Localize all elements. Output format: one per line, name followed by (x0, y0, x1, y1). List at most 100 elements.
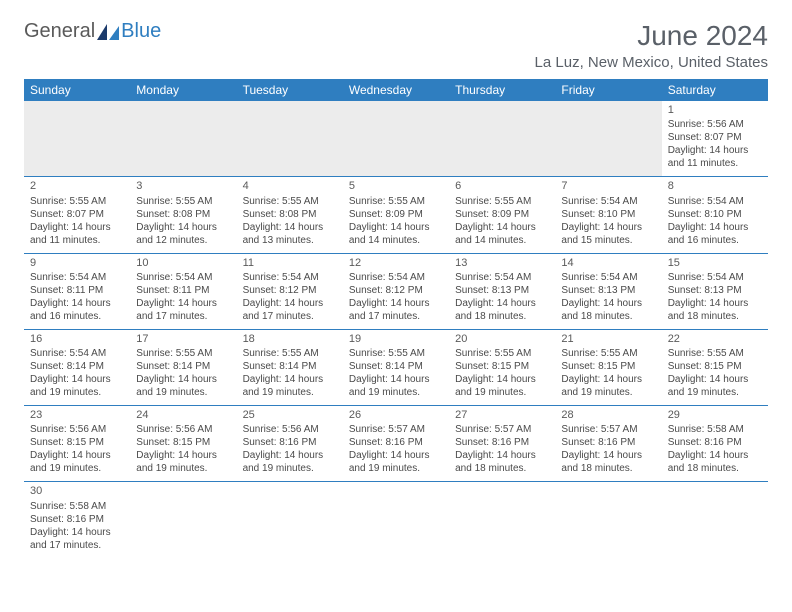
day-info-line: and 17 minutes. (30, 539, 124, 552)
day-info-line: Sunset: 8:10 PM (668, 208, 762, 221)
day-info-line: and 18 minutes. (455, 462, 549, 475)
brand-part2: Blue (121, 20, 161, 43)
day-info-line: Sunset: 8:16 PM (349, 436, 443, 449)
day-info-line: and 19 minutes. (349, 462, 443, 475)
day-info-line: Sunrise: 5:56 AM (136, 423, 230, 436)
day-info-line: and 16 minutes. (668, 234, 762, 247)
day-info-line: Sunrise: 5:57 AM (349, 423, 443, 436)
empty-cell (130, 482, 236, 558)
day-number: 27 (455, 408, 549, 422)
day-info-line: and 17 minutes. (136, 310, 230, 323)
day-info-line: Daylight: 14 hours (136, 373, 230, 386)
day-info-line: Sunrise: 5:58 AM (668, 423, 762, 436)
day-number: 2 (30, 179, 124, 193)
day-info-line: Sunrise: 5:56 AM (30, 423, 124, 436)
day-cell: 24Sunrise: 5:56 AMSunset: 8:15 PMDayligh… (130, 406, 236, 482)
day-cell: 3Sunrise: 5:55 AMSunset: 8:08 PMDaylight… (130, 177, 236, 253)
day-info-line: Sunset: 8:07 PM (30, 208, 124, 221)
day-number: 30 (30, 484, 124, 498)
week-row: 1Sunrise: 5:56 AMSunset: 8:07 PMDaylight… (24, 101, 768, 177)
day-number: 1 (668, 103, 762, 117)
day-number: 10 (136, 256, 230, 270)
day-info-line: Sunset: 8:15 PM (455, 360, 549, 373)
day-info-line: Sunset: 8:07 PM (668, 131, 762, 144)
day-info-line: and 19 minutes. (243, 462, 337, 475)
day-info-line: Sunset: 8:10 PM (561, 208, 655, 221)
day-cell: 30Sunrise: 5:58 AMSunset: 8:16 PMDayligh… (24, 482, 130, 558)
day-info-line: Daylight: 14 hours (30, 221, 124, 234)
dayhead-fri: Friday (555, 79, 661, 101)
dayhead-sat: Saturday (662, 79, 768, 101)
day-info-line: Sunrise: 5:55 AM (561, 347, 655, 360)
empty-cell (237, 101, 343, 177)
day-info-line: Sunrise: 5:54 AM (455, 271, 549, 284)
day-info-line: Sunrise: 5:55 AM (668, 347, 762, 360)
day-info-line: Sunrise: 5:56 AM (243, 423, 337, 436)
day-info-line: Sunrise: 5:54 AM (561, 271, 655, 284)
day-info-line: Sunrise: 5:58 AM (30, 500, 124, 513)
day-cell: 8Sunrise: 5:54 AMSunset: 8:10 PMDaylight… (662, 177, 768, 253)
day-info-line: and 11 minutes. (30, 234, 124, 247)
day-info-line: Sunset: 8:16 PM (455, 436, 549, 449)
day-info-line: Sunset: 8:13 PM (668, 284, 762, 297)
day-info-line: Daylight: 14 hours (30, 297, 124, 310)
day-info-line: Sunset: 8:13 PM (455, 284, 549, 297)
day-info-line: Sunrise: 5:55 AM (136, 195, 230, 208)
empty-cell (24, 101, 130, 177)
day-info-line: Daylight: 14 hours (668, 449, 762, 462)
day-info-line: Sunrise: 5:57 AM (561, 423, 655, 436)
day-number: 24 (136, 408, 230, 422)
empty-cell (662, 482, 768, 558)
day-info-line: and 18 minutes. (561, 462, 655, 475)
day-number: 21 (561, 332, 655, 346)
day-cell: 6Sunrise: 5:55 AMSunset: 8:09 PMDaylight… (449, 177, 555, 253)
day-info-line: Daylight: 14 hours (455, 373, 549, 386)
day-info-line: Sunset: 8:08 PM (136, 208, 230, 221)
day-info-line: Daylight: 14 hours (243, 449, 337, 462)
day-info-line: and 19 minutes. (30, 386, 124, 399)
day-cell: 11Sunrise: 5:54 AMSunset: 8:12 PMDayligh… (237, 253, 343, 329)
day-cell: 4Sunrise: 5:55 AMSunset: 8:08 PMDaylight… (237, 177, 343, 253)
day-info-line: and 13 minutes. (243, 234, 337, 247)
day-info-line: Daylight: 14 hours (561, 373, 655, 386)
day-info-line: Sunset: 8:16 PM (243, 436, 337, 449)
day-info-line: Sunrise: 5:57 AM (455, 423, 549, 436)
day-info-line: and 19 minutes. (561, 386, 655, 399)
day-cell: 29Sunrise: 5:58 AMSunset: 8:16 PMDayligh… (662, 406, 768, 482)
day-info-line: Sunset: 8:09 PM (349, 208, 443, 221)
title-block: June 2024 La Luz, New Mexico, United Sta… (535, 20, 768, 71)
day-cell: 17Sunrise: 5:55 AMSunset: 8:14 PMDayligh… (130, 329, 236, 405)
day-cell: 12Sunrise: 5:54 AMSunset: 8:12 PMDayligh… (343, 253, 449, 329)
day-info-line: and 18 minutes. (455, 310, 549, 323)
day-cell: 1Sunrise: 5:56 AMSunset: 8:07 PMDaylight… (662, 101, 768, 177)
day-number: 13 (455, 256, 549, 270)
day-info-line: Sunset: 8:12 PM (243, 284, 337, 297)
day-info-line: Daylight: 14 hours (243, 297, 337, 310)
day-info-line: Daylight: 14 hours (136, 297, 230, 310)
day-cell: 18Sunrise: 5:55 AMSunset: 8:14 PMDayligh… (237, 329, 343, 405)
day-info-line: Sunset: 8:16 PM (30, 513, 124, 526)
day-cell: 20Sunrise: 5:55 AMSunset: 8:15 PMDayligh… (449, 329, 555, 405)
day-cell: 16Sunrise: 5:54 AMSunset: 8:14 PMDayligh… (24, 329, 130, 405)
day-info-line: and 19 minutes. (136, 462, 230, 475)
day-number: 26 (349, 408, 443, 422)
dayhead-mon: Monday (130, 79, 236, 101)
day-info-line: and 15 minutes. (561, 234, 655, 247)
day-number: 12 (349, 256, 443, 270)
day-info-line: Daylight: 14 hours (561, 221, 655, 234)
day-info-line: and 19 minutes. (243, 386, 337, 399)
day-info-line: and 19 minutes. (668, 386, 762, 399)
day-info-line: and 14 minutes. (349, 234, 443, 247)
day-info-line: Sunrise: 5:55 AM (455, 347, 549, 360)
day-info-line: Daylight: 14 hours (668, 144, 762, 157)
day-info-line: Sunset: 8:08 PM (243, 208, 337, 221)
day-info-line: Sunset: 8:15 PM (136, 436, 230, 449)
day-number: 15 (668, 256, 762, 270)
week-row: 2Sunrise: 5:55 AMSunset: 8:07 PMDaylight… (24, 177, 768, 253)
day-number: 8 (668, 179, 762, 193)
day-info-line: and 19 minutes. (136, 386, 230, 399)
page-header: General Blue June 2024 La Luz, New Mexic… (24, 20, 768, 71)
empty-cell (343, 101, 449, 177)
day-info-line: Sunrise: 5:56 AM (668, 118, 762, 131)
day-header-row: Sunday Monday Tuesday Wednesday Thursday… (24, 79, 768, 101)
